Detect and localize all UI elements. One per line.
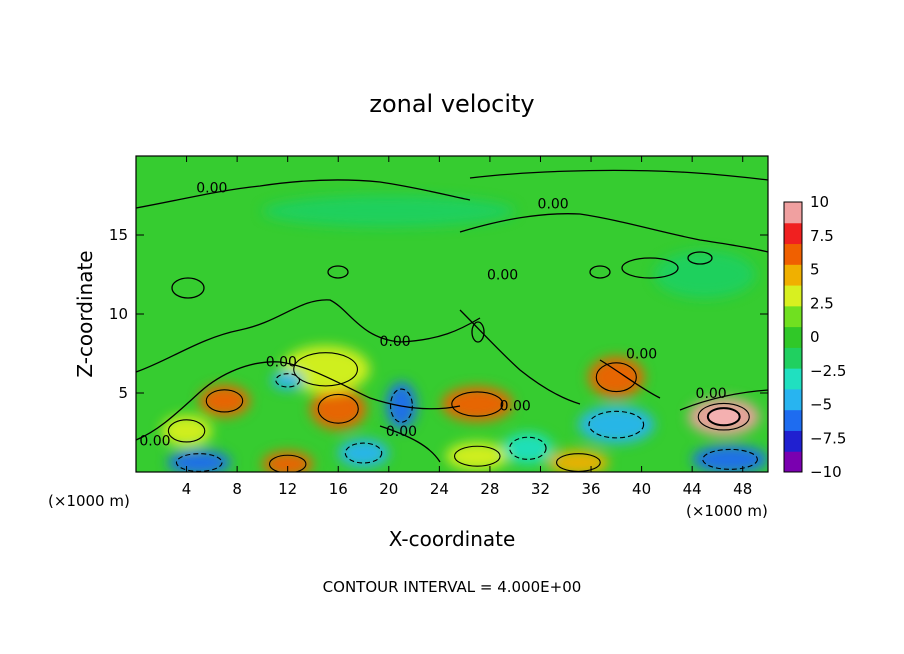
y-tick-label: 10: [109, 305, 128, 323]
colorbar-cell: [784, 264, 802, 286]
zero-contour-loop: [687, 251, 713, 265]
zero-contour: [379, 425, 441, 463]
feature-contour: [702, 448, 758, 470]
zero-contour: [679, 389, 768, 411]
colorbar-label: 0: [810, 328, 820, 346]
contour-interval-note: CONTOUR INTERVAL = 4.000E+00: [323, 578, 582, 596]
colorbar-cell: [784, 305, 802, 328]
colorbar-cell: [784, 202, 802, 224]
feature-contour: [275, 373, 301, 388]
colorbar-label: 7.5: [810, 227, 834, 245]
colorbar-cell: [784, 243, 802, 265]
colorbar-label: −2.5: [810, 362, 846, 380]
velocity-feature: [548, 449, 609, 472]
colorbar-cell: [784, 368, 802, 390]
colorbar-frame: [783, 201, 803, 473]
x-tick-label: 24: [430, 480, 449, 498]
x-tick-label: 4: [182, 480, 192, 498]
colorbar-label: 10: [810, 193, 829, 211]
colorbar-cell: [784, 430, 802, 452]
contour-label: 0.00: [696, 386, 727, 402]
contour-label: 0.00: [139, 433, 170, 449]
contour-label: 0.00: [196, 181, 227, 197]
feature-contour: [453, 445, 501, 467]
feature-contour: [595, 362, 637, 393]
feature-contour: [205, 389, 244, 413]
contour-label: 0.00: [626, 347, 657, 363]
colorbar-cell: [784, 388, 802, 411]
x-tick-label: 40: [632, 480, 651, 498]
colorbar-label: 5: [810, 261, 820, 279]
zero-contour: [459, 213, 768, 253]
x-tick-label: 44: [683, 480, 702, 498]
x-tick-label: 20: [379, 480, 398, 498]
feature-contour: [389, 388, 413, 423]
plot-area: 0.00 0.00 0.00 0.00 0.00 0.00 0.00 0.00 0.00 0.00: [136, 156, 768, 472]
colorbar-cell: [784, 222, 802, 245]
zero-contour-loop: [621, 257, 679, 279]
contour-label: 0.00: [538, 196, 569, 212]
feature-contour: [293, 352, 359, 387]
colorbar-cell: [784, 409, 802, 431]
zero-contour: [136, 299, 481, 373]
colorbar-cell: [784, 285, 802, 307]
zero-contour: [469, 169, 768, 181]
zero-contour-loop: [589, 265, 611, 279]
x-tick-label: 48: [733, 480, 752, 498]
feature-contour: [268, 454, 307, 472]
zero-contour-loop: [471, 321, 485, 343]
x-tick-label: 8: [232, 480, 242, 498]
feature-contour: [167, 419, 206, 443]
feature-contour: [556, 453, 601, 472]
x-tick-label: 28: [480, 480, 499, 498]
x-axis-label: X-coordinate: [389, 527, 516, 551]
velocity-feature: [654, 250, 756, 299]
colorbar-cell: [784, 326, 802, 348]
zero-contour: [599, 359, 661, 399]
chart-title: zonal velocity: [369, 90, 534, 118]
colorbar-label: −7.5: [810, 429, 846, 447]
contour-label: 0.00: [500, 399, 531, 415]
y-tick-label: 15: [109, 226, 128, 244]
colorbar-cell: [784, 347, 802, 369]
colorbar: 10 7.5 5 2.5 0 −2.5 −5 −7.5 −10: [783, 193, 846, 481]
feature-contour: [697, 402, 750, 431]
y-axis-label: Z-coordinate: [73, 250, 97, 377]
colorbar-label: 2.5: [810, 294, 834, 312]
feature-contour: [344, 442, 383, 464]
feature-contour: [706, 407, 741, 427]
x-tick-label: 36: [581, 480, 600, 498]
zero-contour-loop: [171, 277, 205, 299]
contour-label: 0.00: [386, 424, 417, 440]
feature-contour: [451, 391, 504, 417]
zero-contour: [459, 309, 581, 405]
contour-label: 0.00: [487, 268, 518, 284]
velocity-feature: [167, 449, 231, 472]
zero-contour: [136, 179, 471, 209]
velocity-feature: [262, 451, 313, 472]
velocity-feature: [262, 195, 516, 228]
x-tick-label: 16: [329, 480, 348, 498]
x-tick-label: 32: [531, 480, 550, 498]
colorbar-label: −5: [810, 396, 832, 414]
x-unit-right: (×1000 m): [686, 502, 768, 520]
colorbar-label: −10: [810, 463, 842, 481]
zero-contour: [136, 361, 461, 441]
zero-contour-loop: [327, 265, 349, 279]
feature-contour: [317, 393, 359, 424]
feature-contour: [509, 436, 547, 460]
colorbar-cell: [784, 451, 802, 473]
contour-label: 0.00: [380, 334, 411, 350]
feature-contour: [588, 410, 645, 439]
y-tick-label: 5: [118, 384, 128, 402]
x-tick-label: 12: [278, 480, 297, 498]
contour-label: 0.00: [266, 354, 297, 370]
feature-contour: [175, 453, 223, 472]
x-unit-left: (×1000 m): [48, 492, 130, 510]
